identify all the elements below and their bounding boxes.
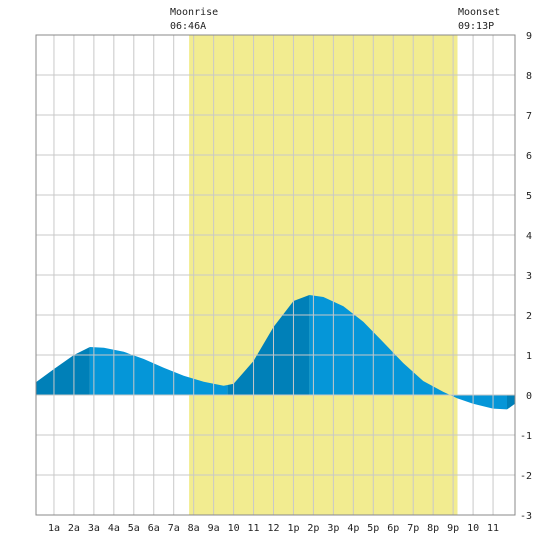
x-tick-label: 3a — [88, 523, 100, 534]
x-tick-label: 2p — [307, 523, 319, 534]
x-tick-label: 6a — [148, 523, 160, 534]
plot-frame — [35, 34, 516, 516]
y-tick-label: 6 — [526, 151, 532, 162]
x-tick-label: 3p — [327, 523, 339, 534]
x-tick-label: 9p — [447, 523, 459, 534]
x-tick-label: 12 — [267, 523, 279, 534]
y-tick-label: -3 — [520, 511, 532, 522]
tide-rising-segment — [507, 395, 515, 410]
y-tick-label: 5 — [526, 191, 532, 202]
y-tick-label: 3 — [526, 271, 532, 282]
x-tick-label: 10 — [228, 523, 240, 534]
tide-rising-segment — [36, 347, 90, 395]
y-tick-label: 4 — [526, 231, 532, 242]
x-tick-label: 10 — [467, 523, 479, 534]
y-tick-label: 1 — [526, 351, 532, 362]
tick-label-layer: 1a 2a 3a 4a 5a 6a 7a 8a 9a 10 11 12 1p 2p 3p 4p 5p 6p 7p 8p… — [48, 31, 532, 534]
y-tick-label: -2 — [520, 471, 532, 482]
x-tick-label: 1a — [48, 523, 60, 534]
x-tick-label: 4a — [108, 523, 120, 534]
x-tick-label: 2a — [68, 523, 80, 534]
y-tick-label: -1 — [520, 431, 532, 442]
x-tick-label: 8p — [427, 523, 439, 534]
y-tick-label: 9 — [526, 31, 532, 42]
tide-rising-segment — [227, 295, 310, 395]
x-tick-label: 1p — [287, 523, 299, 534]
y-tick-label: 0 — [526, 391, 532, 402]
x-tick-label: 7a — [168, 523, 180, 534]
x-tick-label: 11 — [487, 523, 499, 534]
moonrise-time: 06:46A — [170, 21, 206, 32]
moonrise-label: Moonrise — [170, 7, 218, 18]
x-tick-label: 9a — [208, 523, 220, 534]
x-tick-label: 5p — [367, 523, 379, 534]
moonset-label: Moonset — [458, 7, 500, 18]
y-tick-label: 2 — [526, 311, 532, 322]
y-tick-label: 8 — [526, 71, 532, 82]
x-tick-label: 4p — [347, 523, 359, 534]
x-tick-label: 5a — [128, 523, 140, 534]
x-tick-label: 6p — [387, 523, 399, 534]
x-tick-label: 8a — [188, 523, 200, 534]
moonset-time: 09:13P — [458, 21, 494, 32]
tide-falling-segment — [309, 295, 507, 410]
y-tick-label: 7 — [526, 111, 532, 122]
grid-layer — [36, 35, 515, 515]
x-tick-label: 7p — [407, 523, 419, 534]
x-tick-label: 11 — [248, 523, 260, 534]
